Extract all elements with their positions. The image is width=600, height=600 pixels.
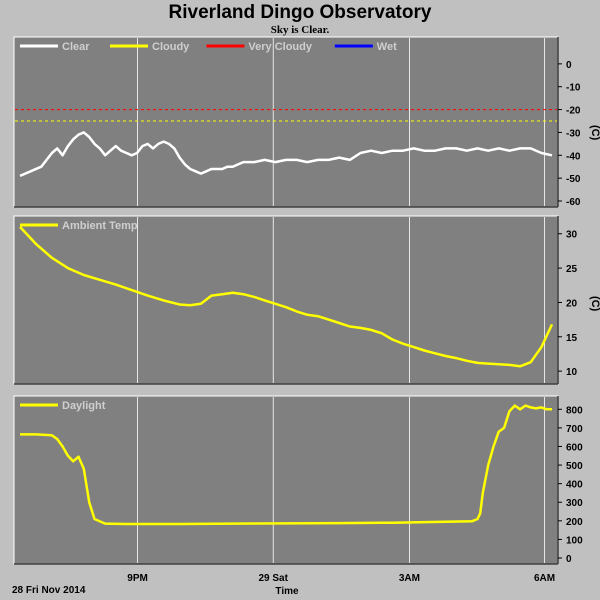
sky-ytick-label: -20 (566, 106, 581, 117)
ambient-unit-label: (C) (589, 296, 600, 312)
x-tick-label: 6AM (534, 573, 555, 584)
legend-label: Clear (62, 41, 90, 53)
ambient-plot-area (13, 215, 559, 385)
sky-panel: 0 -10 -20 -30 -40 -50 -60 (C) Clear Cloudy Very Cl… (13, 36, 600, 208)
series-line (20, 404, 552, 526)
sky-ytick-label: -40 (566, 151, 581, 162)
legend-label: Cloudy (152, 41, 190, 53)
daylight-ytick-label: 500 (566, 461, 583, 472)
daylight-ytick-label: 600 (566, 442, 583, 453)
page-subtitle: Sky is Clear. (271, 24, 330, 36)
ambient-ytick-label: 10 (566, 367, 578, 378)
sky-plot-area (13, 36, 559, 208)
ambient-ytick-label: 25 (566, 264, 578, 275)
series-line (19, 131, 553, 178)
daylight-ytick-label: 200 (566, 517, 583, 528)
x-tick-label: 9PM (127, 573, 148, 584)
daylight-ytick-label: 400 (566, 480, 583, 491)
daylight-panel: 9PM 29 Sat 3AM 6AM 800 700 600 500 400 300 200 100 0… (13, 395, 583, 584)
legend-label: Very Cloudy (248, 41, 312, 53)
sky-ytick-label: -60 (566, 197, 581, 208)
sky-ytick-label: -50 (566, 174, 581, 185)
x-axis-label: Time (275, 586, 299, 597)
daylight-plot-area (13, 395, 559, 565)
daylight-ytick-label: 300 (566, 498, 583, 509)
sky-ytick-label: -30 (566, 128, 581, 139)
daylight-ytick-label: 0 (566, 554, 572, 565)
sky-ytick-label: 0 (566, 60, 572, 71)
sky-unit-label: (C) (589, 125, 600, 141)
legend-label: Wet (377, 41, 397, 53)
page-title: Riverland Dingo Observatory (169, 2, 432, 23)
daylight-ytick-label: 100 (566, 535, 583, 546)
ambient-ytick-label: 15 (566, 333, 578, 344)
date-label: 28 Fri Nov 2014 (12, 585, 86, 596)
daylight-ytick-label: 700 (566, 424, 583, 435)
daylight-ytick-label: 800 (566, 405, 583, 416)
x-tick-label: 29 Sat (258, 573, 288, 584)
ambient-panel: 30 25 20 15 10 (C) Ambient Temp (13, 215, 600, 385)
sky-ytick-label: -10 (566, 83, 581, 94)
series-line (19, 226, 554, 368)
ambient-ytick-label: 30 (566, 230, 578, 241)
legend-label: Ambient Temp (62, 220, 138, 232)
legend-label: Daylight (62, 400, 106, 412)
x-tick-label: 3AM (399, 573, 420, 584)
ambient-ytick-label: 20 (566, 298, 578, 309)
